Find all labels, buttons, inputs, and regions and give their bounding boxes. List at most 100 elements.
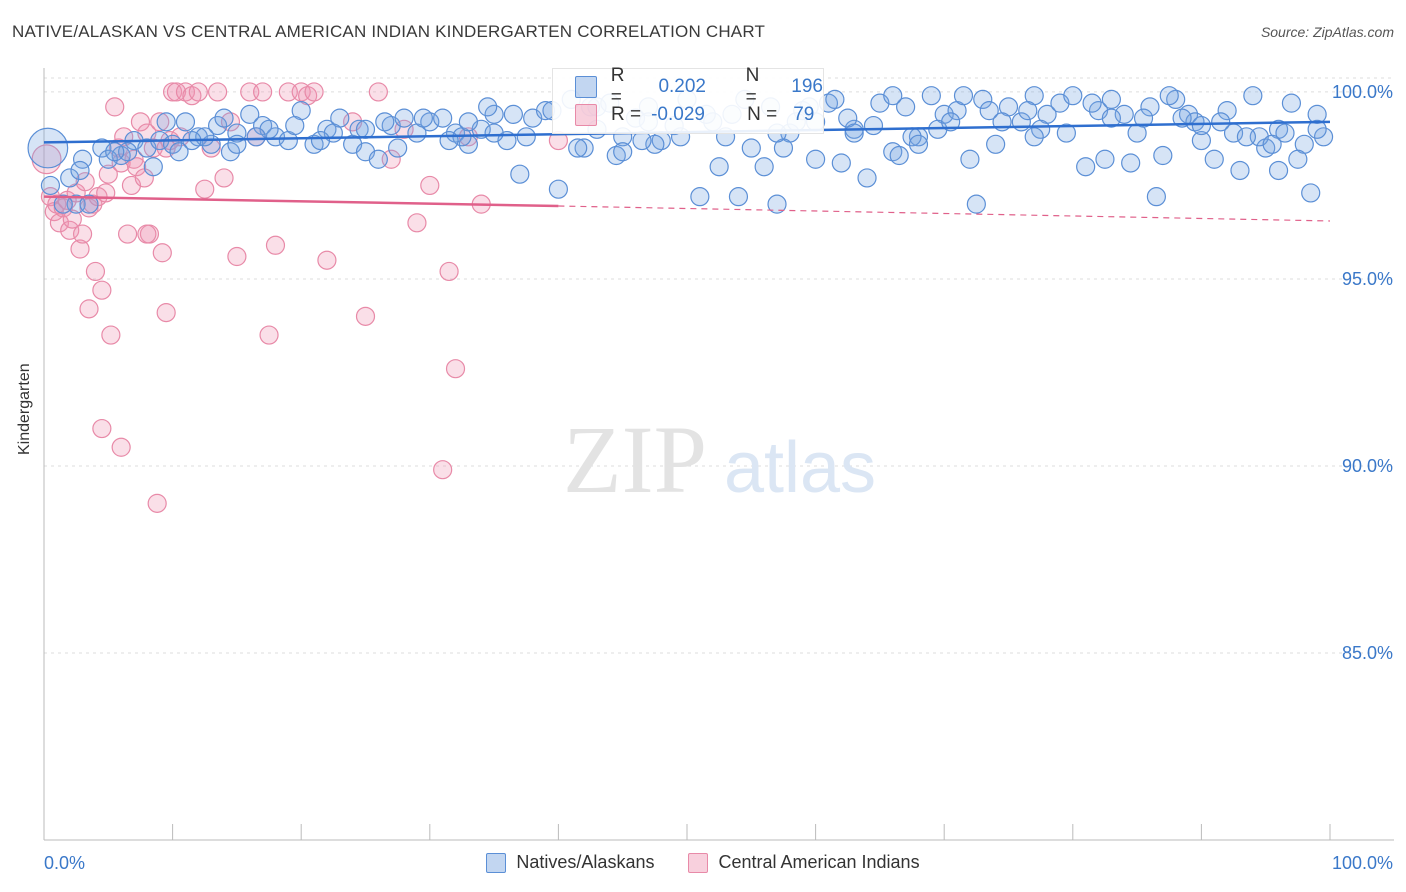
tick-labels: 85.0% 90.0% 95.0% 100.0% 0.0% 100.0% (44, 82, 1393, 873)
data-point-pink (62, 209, 82, 229)
trend-line-pink (43, 195, 559, 208)
data-point-blue (1313, 127, 1334, 147)
data-point-pink (368, 82, 388, 102)
data-point-blue (1230, 160, 1250, 181)
legend-item-natives-alaskans[interactable]: Natives/Alaskans (486, 852, 654, 873)
data-point-blue (1056, 123, 1076, 143)
data-point-blue (1307, 119, 1327, 139)
data-point-pink (92, 280, 112, 300)
data-point-blue (355, 119, 376, 139)
data-point-pink (433, 460, 453, 480)
data-point-blue (548, 179, 569, 199)
data-point-blue (831, 153, 851, 173)
data-point-blue (98, 149, 118, 169)
data-point-blue (1153, 145, 1173, 166)
trend-line-pink-extension (558, 205, 1331, 222)
data-point-blue (516, 127, 536, 147)
data-point-blue (285, 115, 305, 136)
data-point-blue (690, 187, 710, 207)
series-central-american-indians (31, 82, 569, 513)
data-point-pink (420, 175, 440, 196)
data-point-blue (484, 104, 504, 124)
data-point-pink (111, 437, 131, 457)
legend-item-central-american-indians[interactable]: Central American Indians (688, 852, 920, 873)
data-point-blue (394, 108, 414, 128)
stats-n-label: N = (747, 104, 778, 125)
data-point-blue (40, 175, 61, 196)
stats-swatch-blue (575, 76, 597, 98)
data-point-blue (568, 138, 588, 158)
y-axis-label: Kindergarten (16, 363, 33, 455)
data-point-pink (130, 112, 151, 132)
data-point-blue (478, 97, 498, 117)
data-point-blue (767, 194, 787, 214)
data-point-pink (156, 303, 176, 323)
data-point-blue (503, 104, 523, 124)
data-point-pink (317, 250, 337, 270)
data-point-blue (1146, 187, 1166, 207)
data-point-blue (908, 134, 929, 154)
data-point-blue (645, 134, 665, 154)
watermark-atlas: atlas (724, 428, 876, 508)
stats-r-label: R = (610, 65, 625, 108)
data-point-blue (1288, 149, 1308, 169)
data-point-blue (368, 149, 388, 169)
data-point-blue (1243, 86, 1263, 106)
data-point-blue (857, 168, 877, 188)
data-point-pink (85, 261, 106, 282)
data-point-pink (195, 179, 215, 199)
stats-n-value: 79 (793, 104, 815, 125)
data-point-blue (1268, 160, 1289, 181)
data-point-pink (407, 213, 427, 233)
data-point-blue (953, 86, 974, 106)
data-point-blue (1101, 108, 1121, 128)
stats-r-label: R = (611, 104, 642, 125)
data-point-blue (510, 164, 530, 184)
data-point-pink (70, 239, 90, 259)
data-point-pink (92, 418, 112, 439)
data-point-pink (147, 493, 167, 513)
data-point-blue (175, 112, 196, 132)
source-label: Source: ZipAtlas.com (1260, 24, 1394, 40)
data-point-blue (1281, 93, 1302, 113)
data-point-blue (1275, 123, 1295, 143)
data-point-blue (413, 108, 433, 128)
data-point-blue (143, 157, 163, 177)
data-point-blue (1140, 97, 1160, 117)
data-point-pink (188, 82, 208, 102)
stats-row-blue: R = 0.202 N = 196 (553, 65, 823, 108)
data-point-blue (632, 130, 652, 151)
data-point-blue (844, 123, 864, 143)
data-point-blue (1024, 127, 1044, 147)
data-point-blue (169, 142, 189, 162)
data-point-blue (709, 157, 729, 177)
data-point-blue (863, 115, 884, 136)
data-point-blue (227, 123, 247, 143)
data-point-blue (1301, 183, 1321, 203)
data-point-pink (355, 306, 376, 326)
legend: Natives/Alaskans Central American Indian… (0, 852, 1406, 873)
data-point-blue (214, 108, 234, 128)
data-point-pink (265, 235, 286, 255)
data-point-blue (1191, 115, 1212, 136)
data-point-blue (60, 168, 80, 188)
data-point-blue (1159, 86, 1179, 106)
data-point-blue (613, 142, 633, 162)
data-point-blue (388, 138, 408, 158)
data-point-pink (105, 97, 125, 117)
data-point-blue (156, 112, 176, 132)
data-point-blue (1082, 93, 1102, 113)
watermark-zip: ZIP (563, 406, 707, 513)
data-point-blue (574, 138, 594, 158)
data-point-pink (439, 261, 459, 282)
data-point-blue (1236, 127, 1257, 147)
data-point-pink (214, 168, 234, 188)
data-point-pink (96, 183, 116, 203)
data-point-pink (259, 325, 279, 345)
data-point-blue (728, 187, 749, 207)
data-point-blue (1204, 149, 1224, 169)
data-point-blue (70, 160, 90, 181)
stats-r-value: -0.029 (651, 104, 705, 125)
data-point-blue (754, 157, 774, 177)
data-point-blue (1262, 134, 1282, 154)
